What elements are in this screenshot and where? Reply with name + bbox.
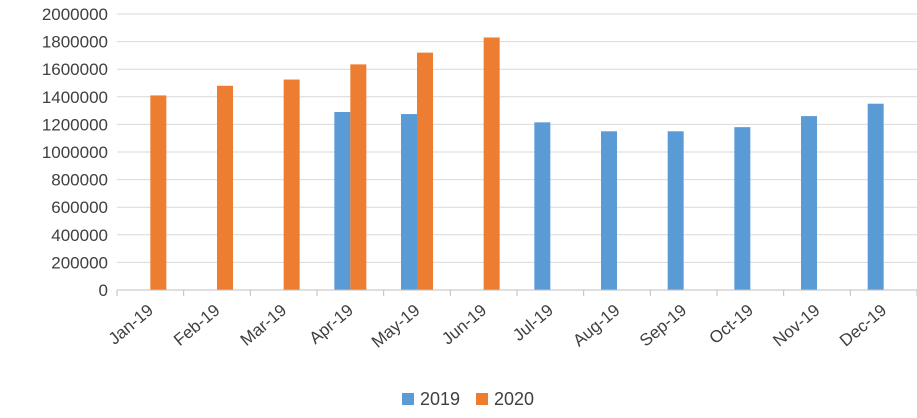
legend-swatch-2019 xyxy=(402,393,414,405)
bar-2020-May-19 xyxy=(417,52,433,290)
x-axis xyxy=(116,289,917,296)
y-tick-label: 1000000 xyxy=(42,143,108,162)
bar-2020-Feb-19 xyxy=(217,85,233,290)
x-tick-label: Apr-19 xyxy=(306,301,357,348)
bar-2019-Jul-19 xyxy=(534,122,551,290)
y-tick-label: 0 xyxy=(99,281,108,300)
bar-2019-Oct-19 xyxy=(734,127,751,290)
x-axis-ticks: Jan-19 Feb-19 Mar-19 Apr-19 May-19 Jun-19 Jul-… xyxy=(105,301,890,352)
bar-2020-Jun-19 xyxy=(483,37,500,291)
bars xyxy=(150,37,884,291)
bar-2019-Apr-19 xyxy=(334,111,351,290)
bar-2019-Nov-19 xyxy=(801,116,817,291)
legend-swatch-2020 xyxy=(476,393,488,405)
bar-2020-Jan-19 xyxy=(150,95,167,290)
legend-label-2019: 2019 xyxy=(420,389,460,409)
x-tick-label: Aug-19 xyxy=(569,301,623,351)
y-tick-label: 400000 xyxy=(51,226,108,245)
bar-2019-Aug-19 xyxy=(601,131,617,290)
x-tick-label: Mar-19 xyxy=(237,301,290,350)
x-tick-label: Feb-19 xyxy=(170,301,223,350)
bar-2020-Mar-19 xyxy=(283,79,300,290)
x-tick-label: Jul-19 xyxy=(509,301,557,345)
bar-2019-May-19 xyxy=(401,114,417,290)
y-axis-ticks: 0 200000 400000 600000 800000 1000000 1200000 1… xyxy=(42,5,108,300)
x-tick-label: May-19 xyxy=(368,301,424,352)
bar-2019-Sep-19 xyxy=(667,131,684,290)
y-tick-label: 1600000 xyxy=(42,60,108,79)
y-tick-label: 600000 xyxy=(51,198,108,217)
y-tick-label: 800000 xyxy=(51,171,108,190)
x-tick-label: Oct-19 xyxy=(706,301,757,348)
bar-2020-Apr-19 xyxy=(350,64,367,291)
legend-label-2020: 2020 xyxy=(494,389,534,409)
x-tick-label: Nov-19 xyxy=(769,301,823,351)
bar-2019-Dec-19 xyxy=(867,103,884,290)
x-tick-label: Dec-19 xyxy=(836,301,890,351)
gridlines xyxy=(117,13,917,263)
y-tick-label: 1800000 xyxy=(42,33,108,52)
legend: 2019 2020 xyxy=(402,389,534,409)
x-tick-label: Sep-19 xyxy=(636,301,690,351)
y-tick-label: 1200000 xyxy=(42,115,108,134)
y-tick-label: 2000000 xyxy=(42,5,108,24)
y-tick-label: 1400000 xyxy=(42,88,108,107)
x-tick-label: Jan-19 xyxy=(105,301,157,349)
x-tick-label: Jun-19 xyxy=(438,301,490,349)
y-tick-label: 200000 xyxy=(51,253,108,272)
